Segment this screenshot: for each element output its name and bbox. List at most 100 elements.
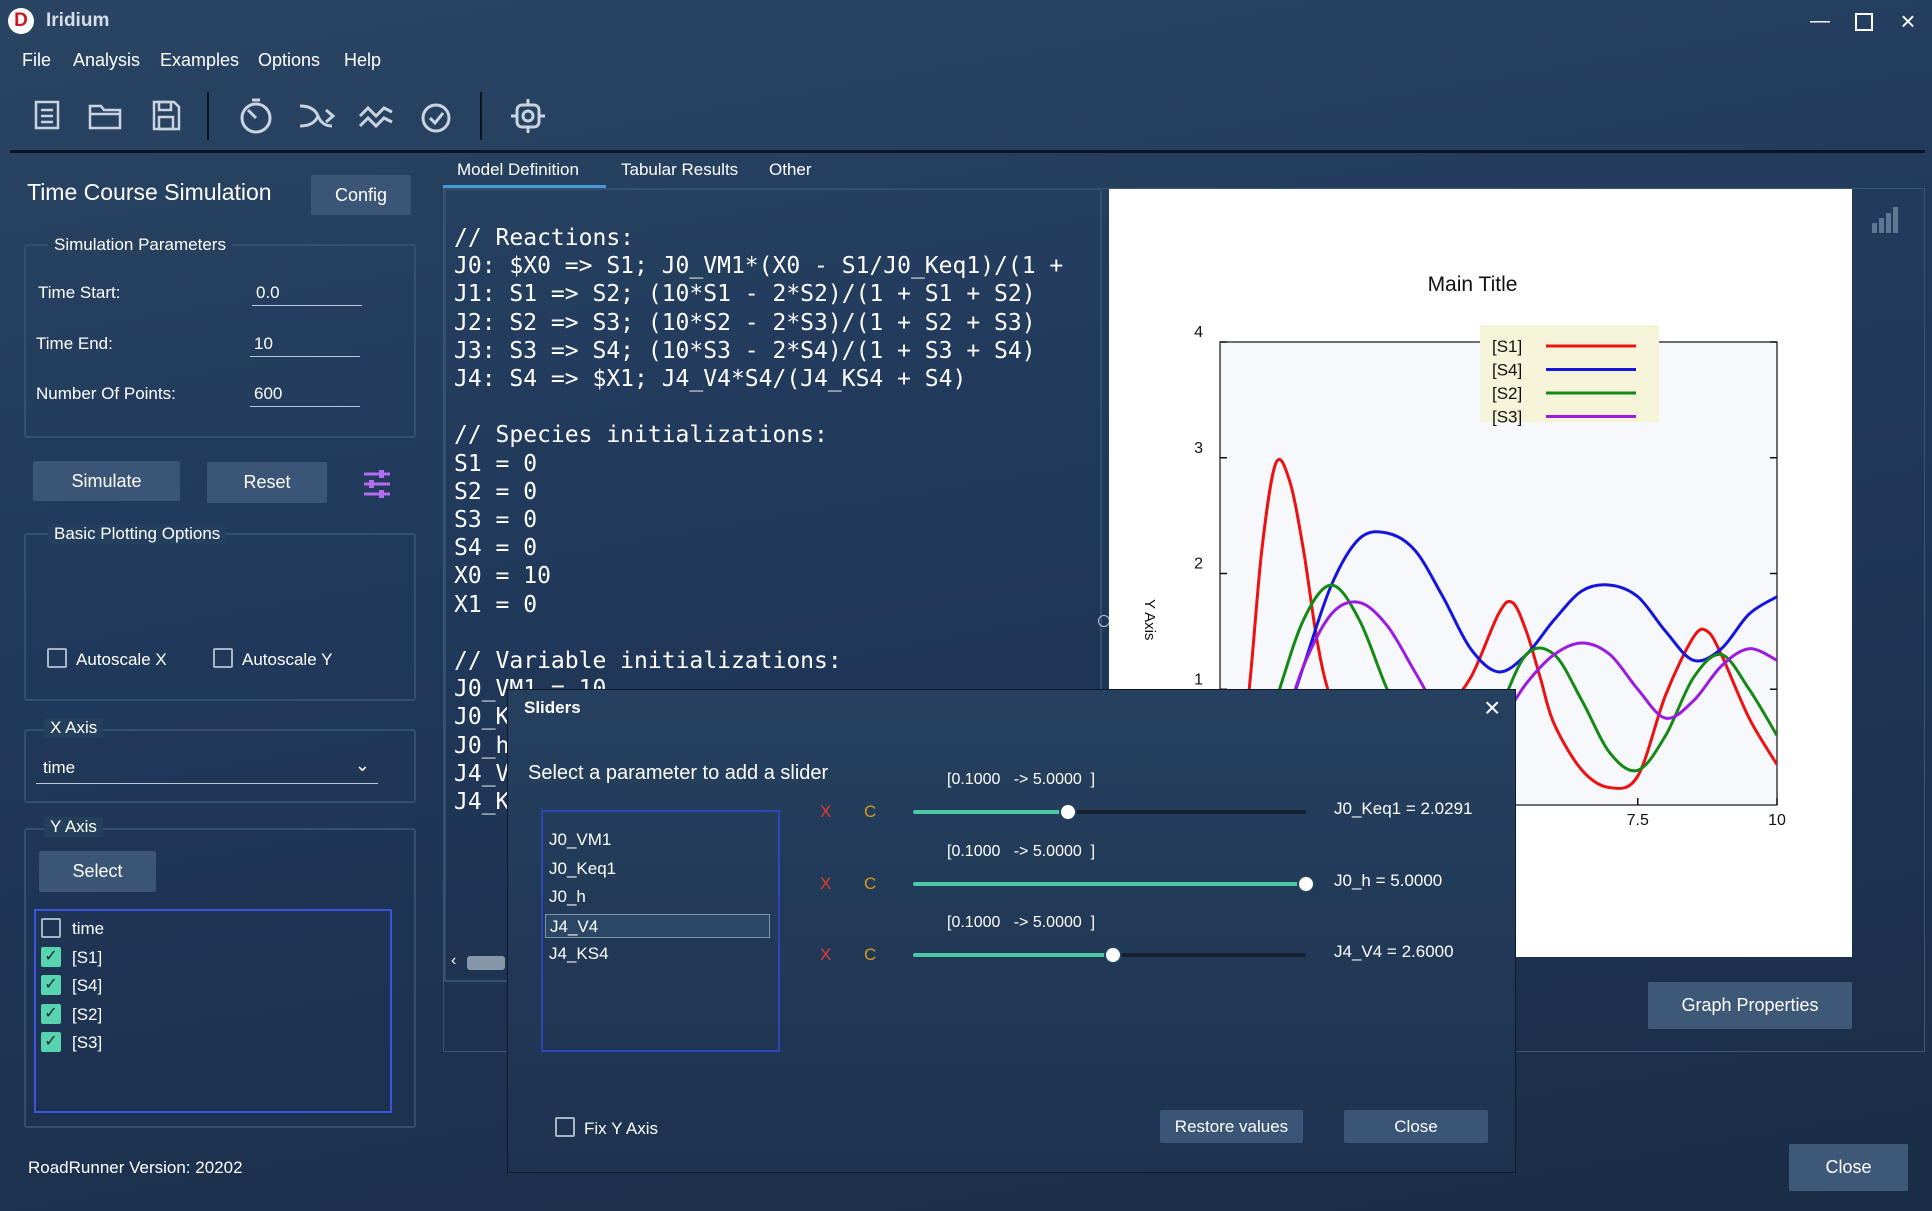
y-axis-group (24, 828, 416, 1128)
code-line[interactable]: J4_V (454, 760, 510, 787)
code-line[interactable] (454, 393, 1100, 421)
close-button[interactable]: Close (1789, 1144, 1908, 1191)
dialog-instruction: Select a parameter to add a slider (528, 762, 829, 784)
chart-settings-icon[interactable] (1870, 205, 1902, 235)
remove-slider-icon[interactable]: X (820, 802, 832, 821)
code-line[interactable]: X1 = 0 (454, 591, 538, 618)
time-end-input[interactable] (250, 332, 360, 357)
y-axis-item-checkbox[interactable]: ✓ (41, 1003, 61, 1024)
menu-help[interactable]: Help (344, 50, 382, 70)
scrollbar-thumb[interactable] (467, 956, 505, 970)
x-axis-group (24, 729, 416, 803)
code-line[interactable]: J0_K (454, 704, 510, 731)
model-editor[interactable]: // Reactions: J0: $X0 => S1; J0_VM1*(X0 -… (444, 188, 1102, 982)
number-of-points-label: Number Of Points: (36, 384, 176, 403)
slider-track[interactable] (913, 810, 1306, 814)
code-line[interactable]: J0: $X0 => S1; J0_VM1*(X0 - S1/J0_Keq1)/… (454, 253, 1064, 280)
parameter-list[interactable]: J0_VM1 J0_Keq1 J0_h J4_V4 J4_KS4 (541, 810, 780, 1052)
number-of-points-input[interactable] (250, 382, 360, 407)
code-line[interactable]: // Species initializations: (454, 422, 828, 449)
code-line[interactable]: S2 = 0 (454, 478, 538, 505)
maximize-button[interactable] (1846, 6, 1882, 36)
timer-icon[interactable] (416, 96, 456, 136)
restore-values-button[interactable]: Restore values (1160, 1110, 1303, 1143)
time-course-icon[interactable] (236, 96, 276, 136)
y-axis-item-label: [S2] (72, 1004, 103, 1024)
parameter-scan-icon[interactable] (356, 96, 396, 136)
code-line[interactable]: J2: S2 => S3; (10*S2 - 2*S3)/(1 + S2 + S… (454, 309, 1036, 336)
tab-other[interactable]: Other (769, 160, 812, 179)
config-button[interactable]: Config (311, 175, 411, 215)
slider-thumb[interactable] (1297, 874, 1315, 893)
reset-button[interactable]: Reset (207, 462, 327, 503)
configure-slider-icon[interactable]: C (864, 802, 877, 821)
scroll-left-icon[interactable]: ‹ (451, 952, 457, 969)
menu-options[interactable]: Options (258, 50, 321, 70)
dialog-close-icon[interactable]: × (1484, 692, 1501, 723)
code-line[interactable]: J4_K (454, 789, 510, 816)
y-tick-label: 4 (1194, 324, 1203, 341)
configure-slider-icon[interactable]: C (864, 873, 877, 893)
tab-tabular-results[interactable]: Tabular Results (621, 160, 739, 179)
configure-slider-icon[interactable]: C (864, 945, 877, 964)
app-logo: D (8, 8, 34, 34)
y-tick-label: 3 (1194, 440, 1203, 457)
remove-slider-icon[interactable]: X (820, 873, 832, 893)
simulation-parameters-label: Simulation Parameters (48, 235, 232, 255)
code-line[interactable]: S1 = 0 (454, 450, 538, 477)
y-axis-item-checkbox[interactable]: ✓ (41, 946, 61, 967)
minimize-button[interactable]: — (1810, 10, 1830, 32)
y-axis-item-checkbox[interactable]: ✓ (41, 1032, 61, 1052)
graph-properties-button[interactable]: Graph Properties (1648, 982, 1852, 1029)
parameter-item[interactable]: J0_h (549, 887, 586, 906)
code-line[interactable] (454, 619, 1100, 647)
new-document-icon[interactable] (28, 96, 68, 136)
code-line[interactable]: // Variable initializations: (454, 648, 842, 675)
code-line[interactable]: J4: S4 => $X1; J4_V4*S4/(J4_KS4 + S4) (454, 366, 967, 393)
remove-slider-icon[interactable]: X (820, 945, 832, 964)
legend-label: [S2] (1492, 384, 1522, 403)
dialog-close-button[interactable]: Close (1344, 1110, 1488, 1143)
open-folder-icon[interactable] (86, 96, 126, 136)
code-line[interactable]: // Reactions: (454, 225, 635, 251)
parameter-item[interactable]: J0_Keq1 (549, 858, 617, 878)
save-icon[interactable] (146, 96, 186, 136)
parameter-item[interactable]: J4_V4 (545, 913, 770, 938)
x-axis-label: X Axis (44, 718, 104, 738)
y-axis-list[interactable]: time ✓ [S1] ✓ [S4] ✓ [S2] ✓ [S3] (34, 909, 392, 1113)
slider-thumb[interactable] (1059, 803, 1078, 821)
code-line[interactable]: S3 = 0 (454, 507, 538, 534)
window-close-button[interactable]: × (1900, 6, 1916, 36)
fix-y-axis-checkbox[interactable] (555, 1117, 575, 1137)
parameter-item[interactable]: J0_VM1 (549, 830, 612, 849)
time-start-input[interactable] (252, 281, 362, 306)
active-tab-indicator (443, 185, 606, 188)
slider-thumb[interactable] (1104, 946, 1123, 964)
parameter-item[interactable]: J4_KS4 (549, 944, 609, 963)
y-axis-item-checkbox[interactable] (41, 918, 61, 938)
menu-examples[interactable]: Examples (160, 50, 240, 70)
sliders-icon[interactable] (360, 467, 394, 501)
time-end-label: Time End: (36, 334, 113, 353)
code-line[interactable]: J0_h (454, 732, 510, 759)
horizontal-scrollbar[interactable]: ‹ (447, 952, 507, 972)
model-text[interactable]: // Reactions: J0: $X0 => S1; J0_VM1*(X0 -… (446, 190, 1100, 816)
fix-y-axis-label: Fix Y Axis (584, 1119, 659, 1138)
y-axis-item-label: time (72, 919, 105, 938)
code-line[interactable]: S4 = 0 (454, 535, 538, 562)
tab-model-definition[interactable]: Model Definition (457, 160, 579, 179)
simulate-button[interactable]: Simulate (33, 461, 180, 501)
x-axis-dropdown[interactable]: time ⌄ (36, 755, 378, 784)
y-axis-item-checkbox[interactable]: ✓ (41, 975, 61, 995)
settings-icon[interactable] (508, 96, 548, 136)
menu-analysis[interactable]: Analysis (73, 50, 141, 70)
autoscale-x-checkbox[interactable] (47, 648, 67, 668)
code-line[interactable]: J1: S1 => S2; (10*S1 - 2*S2)/(1 + S1 + S… (454, 281, 1036, 308)
code-line[interactable]: J3: S3 => S4; (10*S3 - 2*S4)/(1 + S3 + S… (454, 337, 1036, 364)
series-line (1220, 457, 1777, 805)
steady-state-icon[interactable] (296, 96, 336, 136)
autoscale-y-checkbox[interactable] (213, 648, 233, 668)
menu-file[interactable]: File (22, 50, 52, 70)
code-line[interactable]: X0 = 10 (454, 563, 551, 590)
select-button[interactable]: Select (39, 851, 156, 892)
